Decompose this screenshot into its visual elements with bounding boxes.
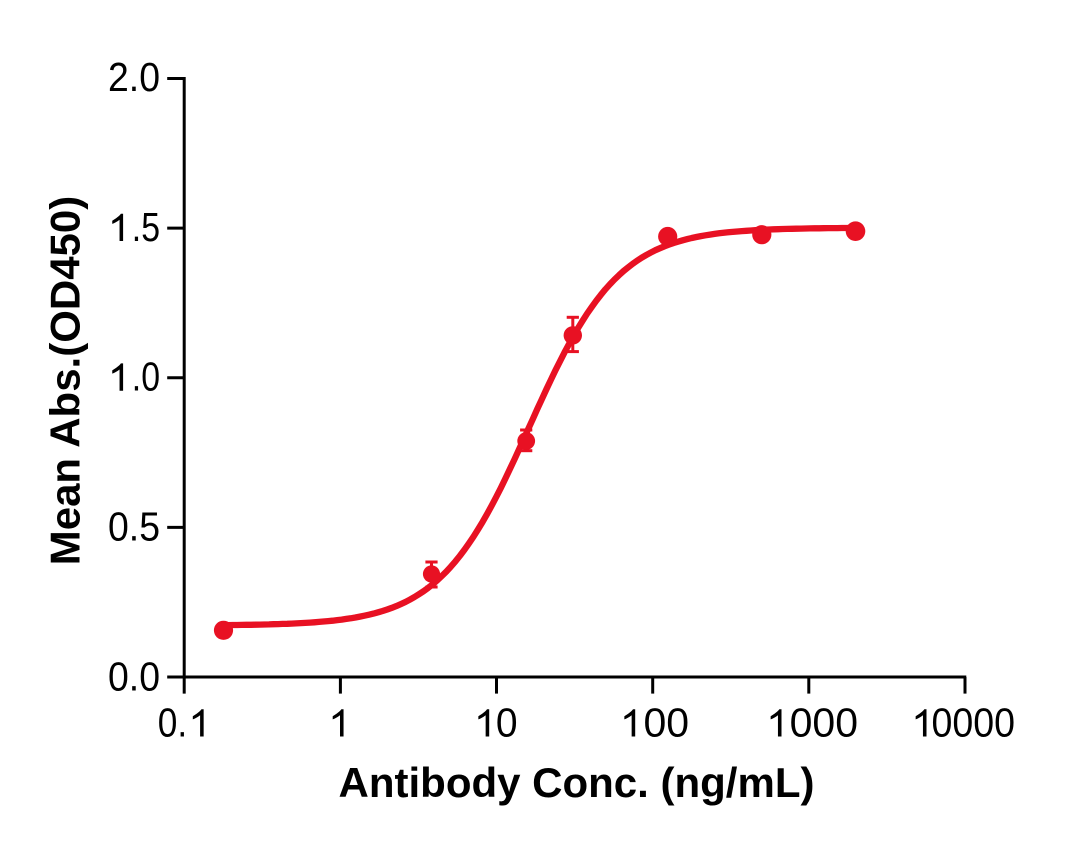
svg-text:Mean Abs.(OD450): Mean Abs.(OD450) bbox=[42, 196, 89, 566]
svg-text:0.: 0. bbox=[158, 700, 187, 746]
svg-text:0.0: 0.0 bbox=[108, 653, 160, 699]
svg-text:0000: 0000 bbox=[932, 700, 1016, 746]
svg-text:Antibody Conc. (ng/mL): Antibody Conc. (ng/mL) bbox=[339, 759, 815, 806]
svg-text:000: 000 bbox=[790, 700, 858, 746]
svg-text:.5: .5 bbox=[132, 204, 160, 250]
svg-text:.0: .0 bbox=[132, 354, 160, 400]
svg-text:2.0: 2.0 bbox=[108, 54, 160, 100]
svg-text:0: 0 bbox=[496, 700, 518, 746]
svg-text:00: 00 bbox=[644, 700, 690, 746]
svg-text:0.5: 0.5 bbox=[108, 503, 160, 549]
